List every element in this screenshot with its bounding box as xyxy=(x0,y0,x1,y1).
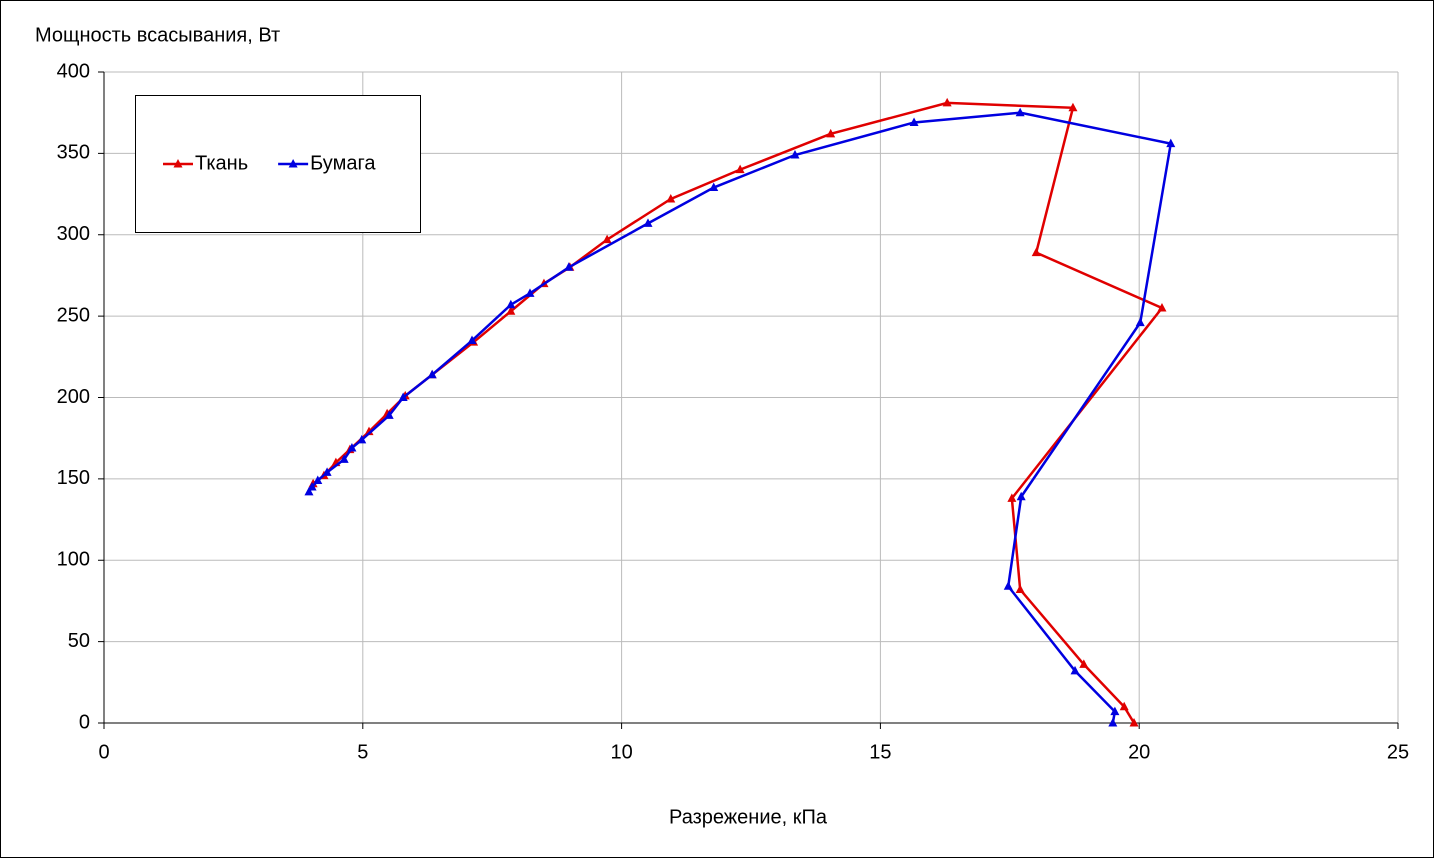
legend-label: Ткань xyxy=(195,152,248,174)
point-marker xyxy=(1135,317,1145,327)
point-marker xyxy=(398,392,408,401)
point-marker xyxy=(1108,718,1118,727)
point-marker xyxy=(564,262,574,271)
point-marker xyxy=(1031,247,1041,257)
y-tick-label: 300 xyxy=(57,223,90,245)
point-marker xyxy=(1016,491,1026,501)
y-tick-label: 250 xyxy=(57,304,90,326)
point-marker xyxy=(313,475,323,485)
point-marker xyxy=(506,299,516,309)
point-marker xyxy=(1015,584,1025,594)
point-marker xyxy=(602,234,612,244)
point-marker xyxy=(666,193,676,203)
y-tick-label: 400 xyxy=(57,60,90,82)
point-marker xyxy=(909,117,919,126)
x-axis-title: Разрежение, кПа xyxy=(669,806,828,828)
point-marker xyxy=(1003,581,1013,590)
point-marker xyxy=(1166,138,1176,148)
y-tick-label: 100 xyxy=(57,549,90,571)
y-tick-label: 0 xyxy=(79,711,90,733)
point-marker xyxy=(339,454,349,463)
point-marker xyxy=(506,306,516,315)
point-marker xyxy=(1157,302,1167,312)
point-marker xyxy=(357,434,367,444)
point-marker xyxy=(384,410,394,419)
point-marker xyxy=(709,182,719,192)
point-marker xyxy=(427,369,437,379)
x-tick-label: 0 xyxy=(98,741,109,763)
point-marker xyxy=(1015,107,1025,117)
y-tick-label: 200 xyxy=(57,386,90,408)
point-marker xyxy=(790,150,800,159)
y-tick-label: 150 xyxy=(57,467,90,489)
x-tick-label: 5 xyxy=(357,741,368,763)
point-marker xyxy=(643,218,653,227)
point-marker xyxy=(1119,701,1129,711)
legend-label: Бумага xyxy=(310,152,376,174)
point-marker xyxy=(307,482,317,491)
legend-marker xyxy=(173,159,183,168)
point-marker xyxy=(826,128,836,138)
point-marker xyxy=(1007,493,1017,502)
point-marker xyxy=(735,164,745,174)
point-marker xyxy=(322,467,332,476)
point-marker xyxy=(1129,718,1139,727)
point-marker xyxy=(525,288,535,297)
point-marker xyxy=(467,335,477,345)
x-tick-label: 10 xyxy=(610,741,632,763)
point-marker xyxy=(1070,665,1080,675)
point-marker xyxy=(1068,102,1078,112)
y-tick-label: 350 xyxy=(57,142,90,164)
x-tick-label: 15 xyxy=(869,741,891,763)
point-marker xyxy=(1110,706,1120,716)
point-marker xyxy=(304,486,314,496)
x-tick-label: 20 xyxy=(1128,741,1150,763)
x-tick-label: 25 xyxy=(1387,741,1409,763)
y-tick-label: 50 xyxy=(68,630,90,652)
point-marker xyxy=(364,426,374,436)
y-axis-title: Мощность всасывания, Вт xyxy=(35,24,280,46)
point-marker xyxy=(347,442,357,452)
legend-marker xyxy=(288,159,298,168)
point-marker xyxy=(1079,659,1089,668)
point-marker xyxy=(942,97,952,107)
